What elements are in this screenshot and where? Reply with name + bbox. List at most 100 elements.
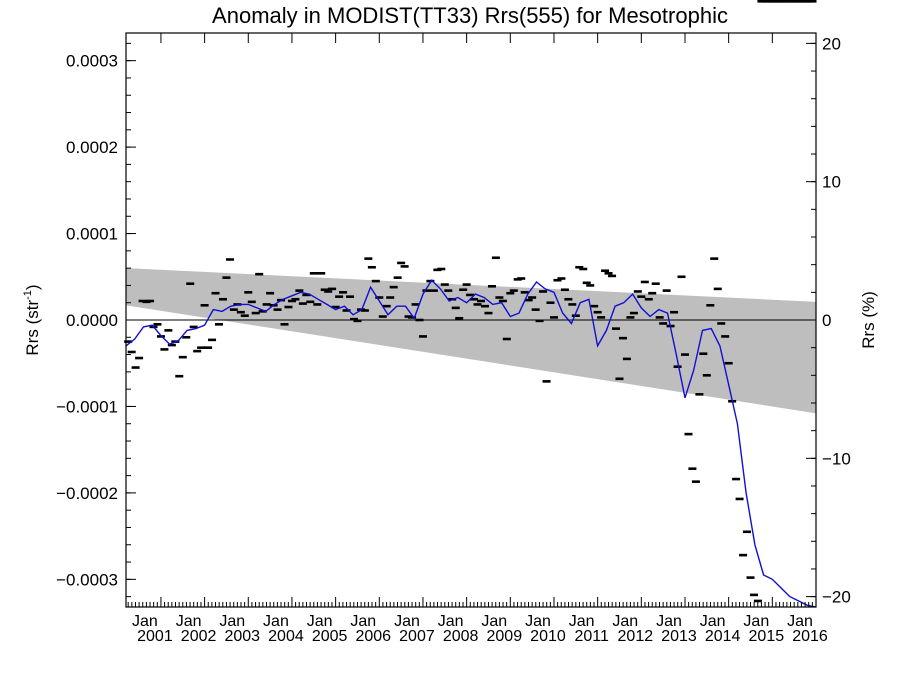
monthly-data-point	[389, 285, 398, 289]
monthly-data-point	[695, 393, 704, 396]
monthly-data-point	[487, 284, 496, 288]
monthly-data-point	[331, 305, 340, 309]
x-tick-year: 2015	[749, 628, 785, 645]
monthly-data-point	[218, 297, 227, 301]
x-tick-month: Jan	[219, 613, 245, 630]
monthly-data-point	[339, 291, 348, 294]
monthly-data-point	[444, 289, 453, 292]
chart-title: Anomaly in MODIST(TT33) Rrs(555) for Mes…	[212, 3, 728, 28]
monthly-data-point	[189, 325, 198, 329]
y2-tick-label: 20	[822, 34, 841, 53]
monthly-data-point	[608, 274, 617, 278]
monthly-data-point	[313, 303, 322, 306]
monthly-data-point	[437, 267, 446, 271]
monthly-data-point	[702, 374, 711, 377]
monthly-data-point	[582, 281, 591, 285]
monthly-data-point	[724, 361, 733, 365]
y-tick-label: −0.0003	[56, 570, 118, 589]
monthly-data-point	[182, 335, 191, 339]
smoothed-line-layer	[125, 279, 817, 608]
monthly-data-point	[291, 297, 300, 301]
monthly-data-point	[397, 261, 406, 265]
x-tick-month: Jan	[612, 613, 638, 630]
monthly-data-point	[349, 317, 358, 321]
monthly-data-point	[400, 265, 409, 268]
monthly-data-point	[640, 280, 649, 284]
monthly-data-point	[200, 304, 209, 307]
monthly-data-point	[651, 282, 660, 285]
monthly-data-point	[491, 256, 500, 260]
monthly-data-point	[178, 355, 187, 359]
monthly-data-point	[743, 530, 751, 534]
x-tick-year: 2012	[618, 628, 654, 645]
monthly-data-point	[371, 279, 380, 283]
monthly-data-point	[480, 304, 489, 308]
y-tick-label: 0.0000	[66, 311, 118, 330]
x-tick-month: Jan	[569, 613, 595, 630]
monthly-data-point	[273, 308, 282, 311]
x-tick-year: 2010	[530, 628, 566, 645]
monthly-data-point	[637, 295, 646, 298]
monthly-data-point	[684, 432, 693, 436]
x-tick-month: Jan	[132, 613, 158, 630]
monthly-data-point	[506, 291, 515, 295]
monthly-data-point	[611, 327, 620, 330]
y-tick-label: −0.0001	[56, 397, 118, 416]
x-tick-month: Jan	[263, 613, 289, 630]
monthly-data-point	[251, 311, 260, 315]
monthly-data-point	[222, 276, 231, 279]
monthly-data-point	[153, 323, 162, 326]
monthly-data-point	[451, 306, 460, 310]
monthly-data-point	[706, 304, 715, 307]
monthly-data-point	[710, 257, 719, 260]
monthly-data-point	[717, 322, 726, 325]
monthly-data-point	[622, 357, 631, 361]
x-tick-month: Jan	[394, 613, 420, 630]
x-tick-month: Jan	[700, 613, 726, 630]
monthly-data-point	[146, 299, 155, 303]
x-tick-month: Jan	[525, 613, 551, 630]
monthly-data-point	[509, 289, 518, 292]
monthly-data-point	[364, 257, 373, 260]
monthly-data-point	[593, 310, 602, 314]
x-tick-month: Jan	[307, 613, 333, 630]
monthly-data-point	[164, 329, 173, 332]
monthly-data-point	[211, 291, 220, 295]
monthly-data-point	[382, 304, 391, 308]
monthly-data-point	[659, 322, 668, 325]
monthly-data-point	[699, 352, 708, 356]
x-tick-month: Jan	[787, 613, 813, 630]
confidence-band	[126, 268, 816, 414]
monthly-data-point	[571, 314, 580, 317]
monthly-data-point	[735, 497, 744, 501]
x-tick-year: 2009	[487, 628, 523, 645]
monthly-data-point	[568, 303, 577, 306]
monthly-data-point	[557, 277, 566, 280]
monthly-data-point	[597, 316, 606, 319]
monthly-data-point	[266, 291, 275, 295]
monthly-data-point	[618, 336, 627, 340]
y2-tick-label: −20	[822, 588, 851, 607]
monthly-data-point	[586, 284, 595, 287]
monthly-data-point	[553, 278, 562, 282]
monthly-data-point	[197, 346, 206, 349]
monthly-data-point	[328, 287, 337, 291]
monthly-data-point	[422, 289, 431, 292]
monthly-data-point	[590, 304, 599, 308]
monthly-data-point	[626, 316, 635, 319]
monthly-data-point	[473, 303, 482, 306]
monthly-data-point	[167, 343, 176, 347]
monthly-data-point	[244, 291, 253, 294]
monthly-data-point	[229, 308, 238, 311]
monthly-data-point	[124, 340, 133, 343]
monthly-data-point	[360, 309, 369, 312]
monthly-data-point	[746, 576, 755, 579]
monthly-data-point	[455, 316, 464, 320]
monthly-data-point	[713, 287, 722, 291]
monthly-data-point	[549, 316, 558, 319]
monthly-data-point	[677, 275, 686, 279]
monthly-data-point	[524, 298, 533, 302]
monthly-data-point	[662, 289, 671, 292]
monthly-data-point	[287, 299, 296, 303]
monthly-data-point	[535, 319, 544, 323]
